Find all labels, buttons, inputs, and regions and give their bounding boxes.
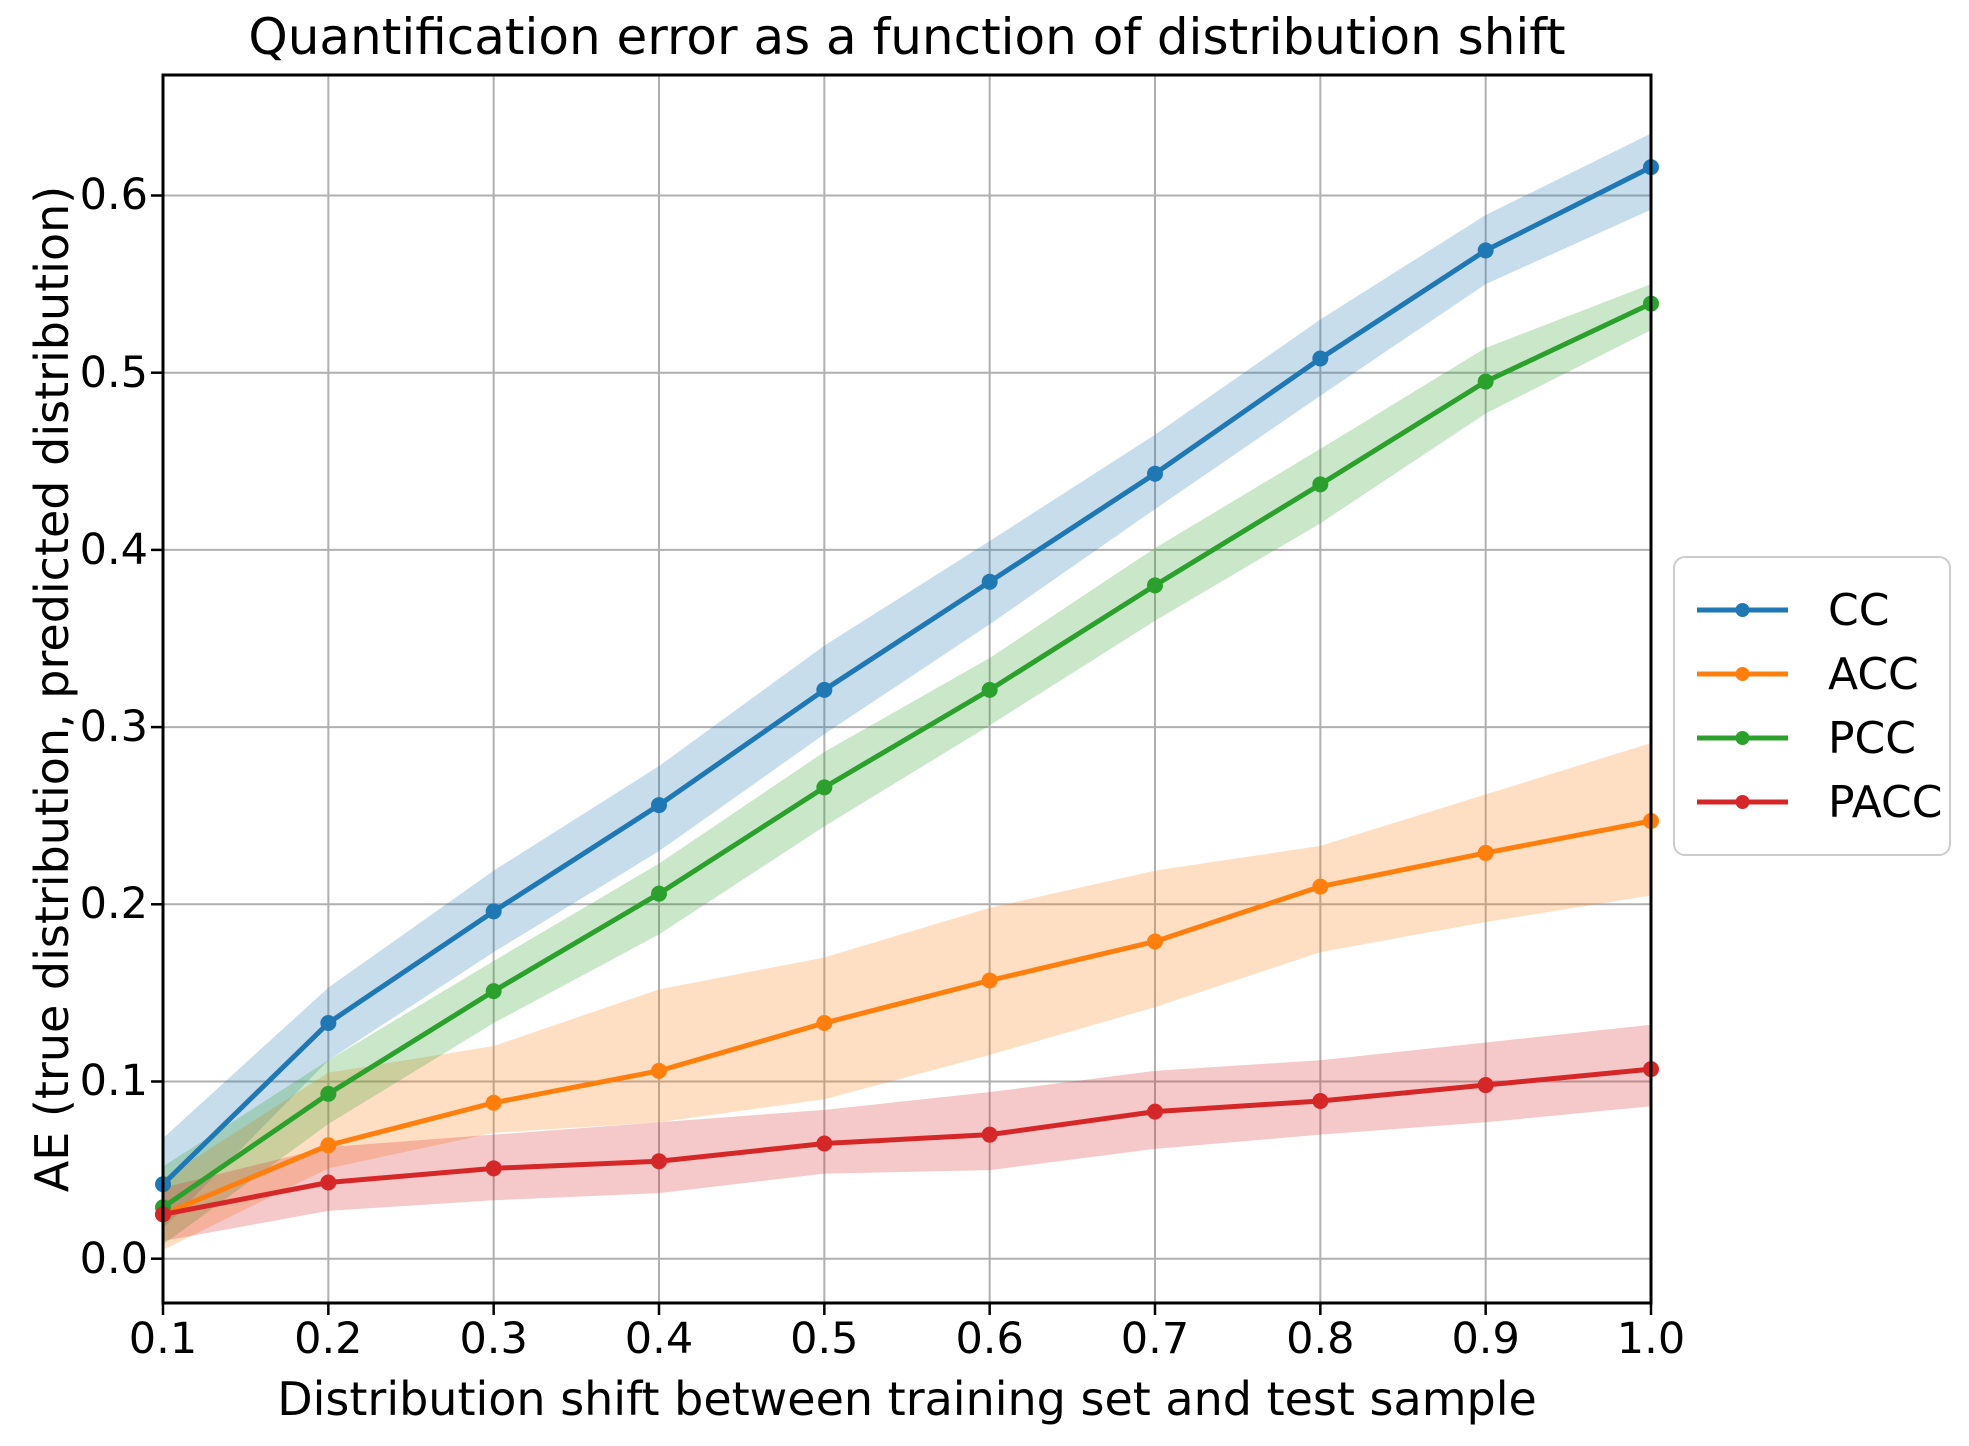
x-tick-label: 0.3 [459, 1314, 528, 1364]
data-point-pacc [1312, 1092, 1329, 1109]
data-point-acc [1477, 844, 1494, 861]
legend-item-pacc: PACC [1695, 770, 1943, 834]
data-point-pcc [1147, 577, 1163, 594]
data-point-pcc [485, 983, 502, 1000]
data-point-pacc [816, 1135, 833, 1152]
data-point-pacc [981, 1126, 998, 1143]
y-tick-label: 0.0 [79, 1233, 148, 1284]
chart-title: Quantification error as a function of di… [248, 8, 1566, 66]
data-point-acc [981, 972, 998, 989]
data-point-cc [485, 903, 502, 920]
data-point-cc [1477, 242, 1494, 259]
x-tick-label: 0.5 [790, 1314, 859, 1364]
data-point-pacc [651, 1153, 667, 1170]
legend-item-cc: CC [1695, 578, 1939, 642]
data-point-cc [651, 797, 667, 814]
legend-line-sample-cc [1697, 603, 1788, 617]
data-point-pacc [320, 1174, 337, 1191]
data-point-cc [1147, 465, 1163, 482]
x-tick-label: 1.0 [1616, 1314, 1686, 1364]
x-tick-label: 0.1 [128, 1314, 198, 1364]
data-point-acc [651, 1062, 667, 1079]
confidence-band-acc [163, 743, 1651, 1250]
y-tick-label: 0.4 [79, 524, 148, 575]
data-point-pcc [1477, 373, 1494, 390]
data-point-pacc [1477, 1077, 1494, 1094]
data-point-cc [1312, 350, 1329, 367]
series-line-cc [160, 164, 1654, 1187]
data-point-acc [485, 1094, 502, 1111]
data-point-pacc [485, 1160, 502, 1177]
series-line-acc [160, 818, 1654, 1217]
series-line-pcc [160, 301, 1654, 1210]
data-point-pcc [1312, 476, 1329, 493]
legend-label-pcc: PCC [1828, 712, 1916, 764]
legend: CC ACC PCC PACC [1673, 556, 1951, 856]
data-point-acc [320, 1137, 337, 1154]
data-point-pcc [320, 1085, 337, 1102]
y-tick-label: 0.2 [79, 879, 148, 930]
x-tick-label: 0.8 [1286, 1314, 1355, 1364]
data-point-cc [981, 573, 998, 590]
data-point-acc [1147, 933, 1163, 950]
axes-spines [161, 73, 1653, 1305]
y-tick-label: 0.3 [79, 702, 148, 753]
x-tick-label: 0.7 [1120, 1314, 1190, 1364]
series-line-pacc [160, 1066, 1654, 1217]
legend-label-acc: ACC [1828, 648, 1919, 700]
legend-line-sample-acc [1697, 667, 1788, 681]
legend-label-cc: CC [1828, 584, 1890, 636]
confidence-band-cc [163, 133, 1651, 1229]
legend-line-sample-pacc [1697, 795, 1788, 809]
x-tick-label: 0.2 [294, 1314, 363, 1364]
legend-item-pcc: PCC [1695, 706, 1939, 770]
data-point-pcc [981, 681, 998, 698]
data-point-cc [320, 1015, 337, 1032]
legend-label-pacc: PACC [1828, 776, 1943, 828]
data-point-acc [1312, 878, 1329, 895]
x-tick-label: 0.4 [624, 1314, 694, 1364]
data-point-pcc [816, 779, 833, 796]
confidence-band-pcc [163, 284, 1651, 1245]
data-point-acc [816, 1015, 833, 1032]
y-tick-label: 0.1 [79, 1056, 148, 1107]
x-axis-label: Distribution shift between training set … [277, 1372, 1537, 1426]
x-tick-label: 0.9 [1451, 1314, 1520, 1364]
y-tick-label: 0.5 [79, 347, 148, 398]
y-tick-label: 0.6 [79, 170, 148, 221]
legend-item-acc: ACC [1695, 642, 1939, 706]
data-point-cc [816, 681, 833, 698]
data-point-pacc [1147, 1103, 1163, 1120]
confidence-band-pacc [163, 1024, 1651, 1241]
x-tick-label: 0.6 [955, 1314, 1024, 1364]
data-point-pcc [651, 885, 667, 902]
legend-line-sample-pcc [1697, 731, 1788, 745]
